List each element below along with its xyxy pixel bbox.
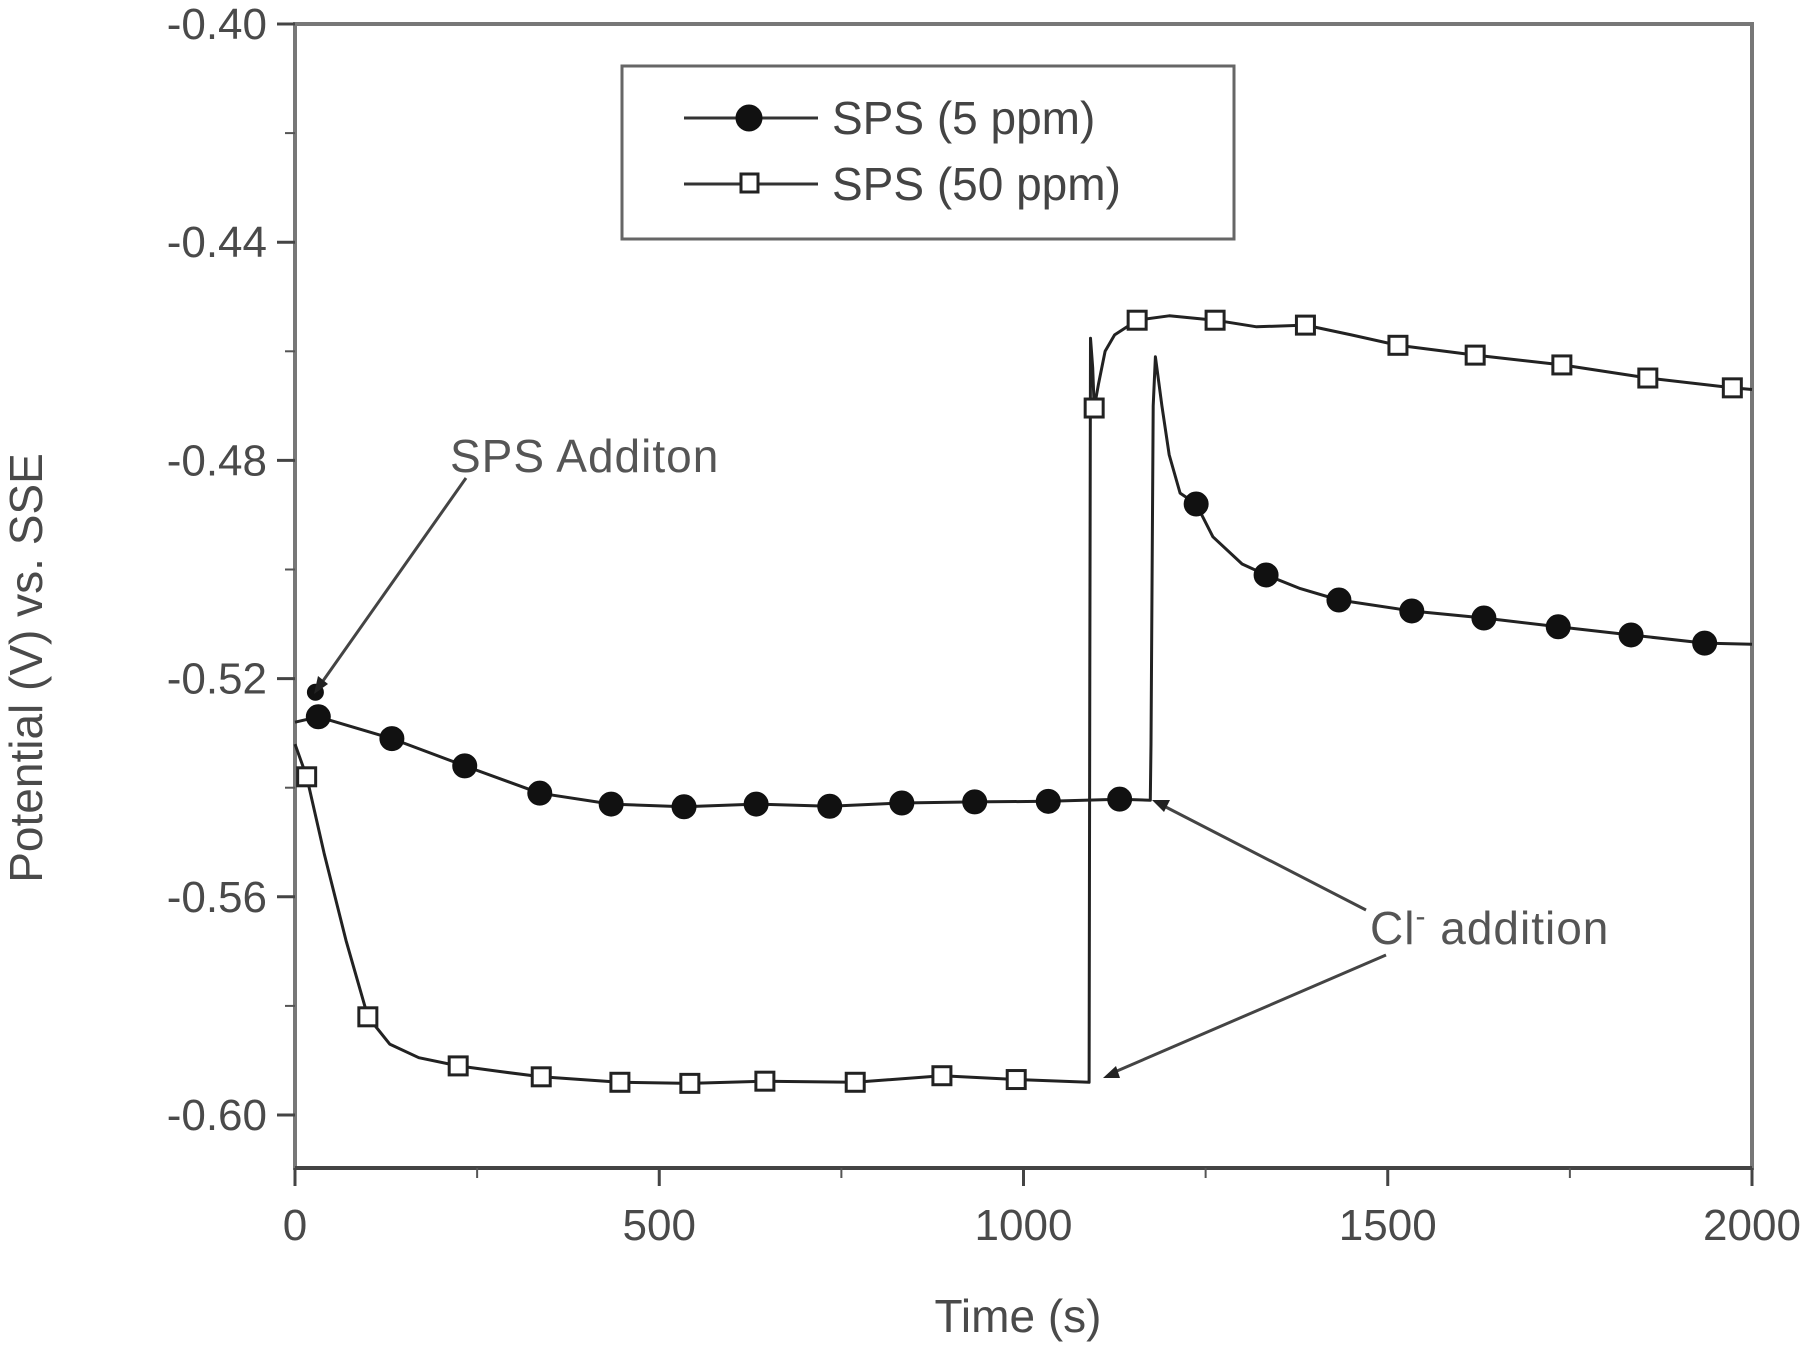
cl-addition-superscript: - xyxy=(1415,900,1426,933)
y-tick-label: -0.48 xyxy=(167,436,267,485)
sps-addition-annotation: SPS Additon xyxy=(450,430,719,482)
cl-addition-suffix: addition xyxy=(1426,902,1609,954)
filled-circle-marker-icon xyxy=(1326,587,1352,613)
series-5ppm xyxy=(294,355,1753,820)
series-line xyxy=(294,355,1753,809)
open-square-marker-icon xyxy=(1083,397,1105,419)
annotation-arrows xyxy=(314,477,1387,1078)
open-square-marker-icon xyxy=(739,172,760,194)
x-axis-title: Time (s) xyxy=(935,1290,1102,1342)
series-50ppm xyxy=(293,309,1753,1094)
y-tick-label: -0.40 xyxy=(167,0,267,49)
sps-addition-arrowhead-icon xyxy=(314,676,328,694)
filled-circle-marker-icon xyxy=(379,726,405,752)
open-square-marker-icon xyxy=(530,1066,552,1088)
filled-circle-marker-icon xyxy=(1471,605,1497,631)
open-square-marker-icon xyxy=(447,1055,469,1077)
x-tick-label: 1500 xyxy=(1339,1201,1437,1250)
filled-circle-marker-icon xyxy=(817,793,843,819)
filled-circle-marker-icon xyxy=(671,794,697,820)
legend-label-50ppm: SPS (50 ppm) xyxy=(832,158,1121,210)
open-square-marker-icon xyxy=(1464,344,1486,366)
y-tick-label: -0.60 xyxy=(167,1091,267,1140)
filled-circle-marker-icon xyxy=(598,791,624,817)
open-square-marker-icon xyxy=(679,1072,701,1094)
open-square-marker-icon xyxy=(1204,309,1226,331)
legend-label-5ppm: SPS (5 ppm) xyxy=(832,92,1095,144)
open-square-marker-icon xyxy=(931,1065,953,1087)
open-square-marker-icon xyxy=(1721,377,1743,399)
filled-circle-marker-icon xyxy=(1618,622,1644,648)
x-tick-label: 500 xyxy=(623,1201,696,1250)
cl-addition-arrow-upper xyxy=(1157,801,1367,912)
legend: SPS (5 ppm) SPS (50 ppm) xyxy=(620,64,1236,241)
filled-circle-marker-icon xyxy=(1035,788,1061,814)
filled-circle-marker-icon xyxy=(527,780,553,806)
legend-item-5ppm: SPS (5 ppm) xyxy=(684,92,1095,144)
open-square-marker-icon xyxy=(754,1070,776,1092)
filled-circle-marker-icon xyxy=(452,753,478,779)
open-square-marker-icon xyxy=(1551,354,1573,376)
filled-circle-marker-icon xyxy=(1183,491,1209,517)
series-line xyxy=(293,314,1753,1085)
filled-circle-marker-icon xyxy=(1107,786,1133,812)
open-square-marker-icon xyxy=(1126,309,1148,331)
filled-circle-marker-icon xyxy=(1545,614,1571,640)
x-tick-label: 1000 xyxy=(975,1201,1073,1250)
cl-addition-arrowhead-upper-icon xyxy=(1152,800,1170,812)
open-square-marker-icon xyxy=(609,1071,631,1093)
cl-addition-annotation: Cl- addition xyxy=(1370,900,1609,954)
series-layer xyxy=(293,309,1753,1094)
open-square-marker-icon xyxy=(844,1071,866,1093)
filled-circle-marker-icon xyxy=(305,704,331,730)
legend-box xyxy=(620,64,1236,241)
open-square-marker-icon xyxy=(357,1006,379,1028)
filled-circle-marker-icon xyxy=(1253,562,1279,588)
open-square-marker-icon xyxy=(1637,367,1659,389)
filled-circle-marker-icon xyxy=(1692,630,1718,656)
filled-circle-marker-icon xyxy=(889,790,915,816)
y-tick-label: -0.44 xyxy=(167,218,267,267)
y-axis-title: Potential (V) vs. SSE xyxy=(0,453,52,883)
open-square-marker-icon xyxy=(1387,334,1409,356)
filled-circle-marker-icon xyxy=(1399,598,1425,624)
y-tick-label: -0.56 xyxy=(167,873,267,922)
open-square-marker-icon xyxy=(1005,1069,1027,1091)
open-square-marker-icon xyxy=(296,766,318,788)
sps-addition-arrow xyxy=(316,477,468,689)
cl-addition-arrow-lower xyxy=(1109,953,1387,1076)
filled-circle-marker-icon xyxy=(743,791,769,817)
filled-circle-marker-icon xyxy=(962,789,988,815)
cl-addition-prefix: Cl xyxy=(1370,902,1415,954)
x-tick-label: 0 xyxy=(283,1201,307,1250)
open-square-marker-icon xyxy=(1294,314,1316,336)
legend-item-50ppm: SPS (50 ppm) xyxy=(684,158,1121,210)
cl-addition-arrowhead-lower-icon xyxy=(1103,1066,1120,1078)
filled-circle-marker-icon xyxy=(735,104,763,132)
x-tick-label: 2000 xyxy=(1703,1201,1800,1250)
axis-ticks: 0 500 1000 1500 2000 -0.40 -0.44 -0.48 -0.52 -0.5… xyxy=(167,0,1800,1250)
y-tick-label: -0.52 xyxy=(167,655,267,704)
